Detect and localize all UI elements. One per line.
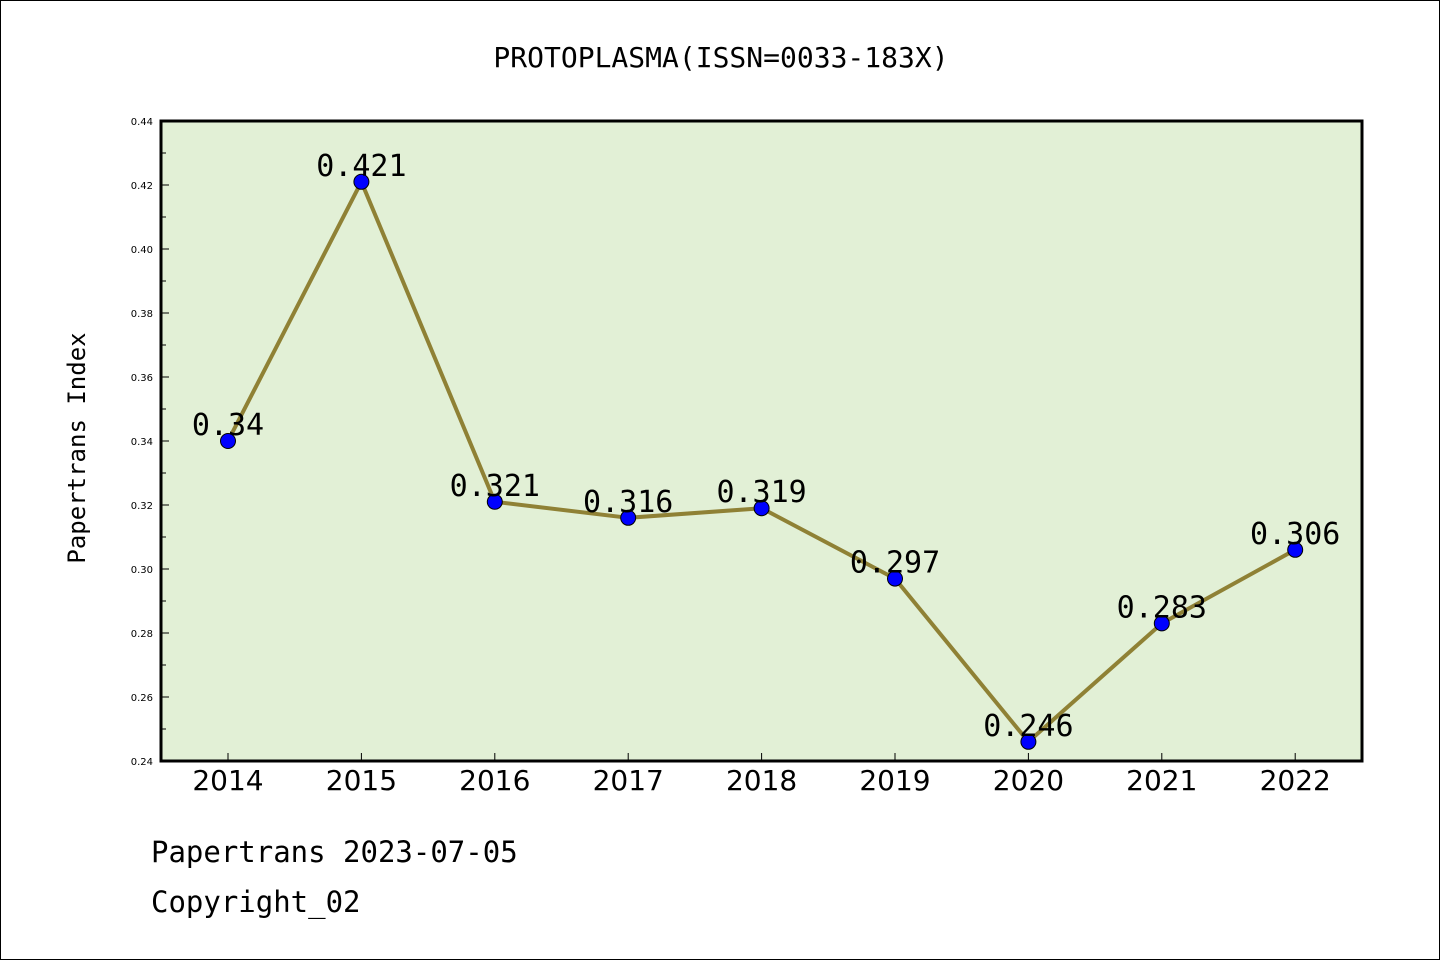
data-point (353, 173, 370, 190)
data-label: 0.421 (316, 149, 406, 184)
footer-date: Papertrans 2023-07-05 (151, 835, 518, 869)
x-tick-label: 2016 (459, 764, 530, 797)
data-point (887, 570, 903, 587)
data-point (1287, 541, 1304, 558)
data-point (1153, 615, 1170, 632)
data-point (753, 500, 770, 517)
y-tick-label: 0.40 (131, 245, 153, 256)
plot-area (159, 119, 1364, 763)
data-label: 0.306 (1250, 517, 1340, 552)
data-label: 0.246 (983, 709, 1073, 744)
data-markers (220, 173, 1304, 750)
footer-copyright: Copyright_02 (151, 885, 361, 919)
data-point (220, 433, 236, 449)
y-tick-label: 0.30 (131, 565, 153, 576)
x-tick-label: 2019 (859, 764, 930, 797)
x-tick-label: 2020 (993, 764, 1064, 797)
y-tick-label: 0.24 (131, 757, 153, 768)
data-labels: 0.34 0.421 0.321 0.316 0.319 0.297 0.246 0.283 0… (192, 149, 1340, 744)
y-tick-label: 0.26 (131, 693, 153, 704)
x-tick-label: 2022 (1260, 764, 1331, 797)
x-tick-label: 2017 (593, 764, 664, 797)
y-tick-label: 0.38 (131, 309, 153, 320)
chart-title: PROTOPLASMA(ISSN=0033-183X) (493, 41, 948, 74)
y-tick-label: 0.42 (131, 181, 153, 192)
y-tick-label: 0.34 (131, 437, 153, 448)
data-label: 0.321 (450, 469, 540, 504)
data-label: 0.34 (192, 408, 264, 443)
y-tick-label: 0.44 (131, 117, 153, 128)
x-tick-label: 2014 (192, 764, 263, 797)
y-tick-label: 0.28 (131, 629, 153, 640)
data-point (620, 509, 637, 526)
x-tick-label: 2015 (326, 764, 397, 797)
y-tick-label: 0.32 (131, 501, 153, 512)
data-point (1020, 733, 1037, 750)
y-axis-ticks: 0.24 0.26 0.28 0.30 0.32 0.34 0.36 0.38 0.40 0.42… (131, 117, 169, 768)
x-axis-ticks: 2014 2015 2016 2017 2018 2019 2020 2021 2022 (192, 753, 1331, 797)
data-label: 0.283 (1117, 590, 1207, 625)
data-label: 0.316 (583, 485, 673, 520)
x-tick-label: 2018 (726, 764, 797, 797)
data-point (486, 493, 503, 510)
y-axis-label: Papertrans Index (63, 332, 91, 563)
x-tick-label: 2021 (1126, 764, 1197, 797)
data-label: 0.297 (850, 546, 940, 581)
y-tick-label: 0.36 (131, 373, 153, 384)
data-label: 0.319 (716, 475, 806, 510)
